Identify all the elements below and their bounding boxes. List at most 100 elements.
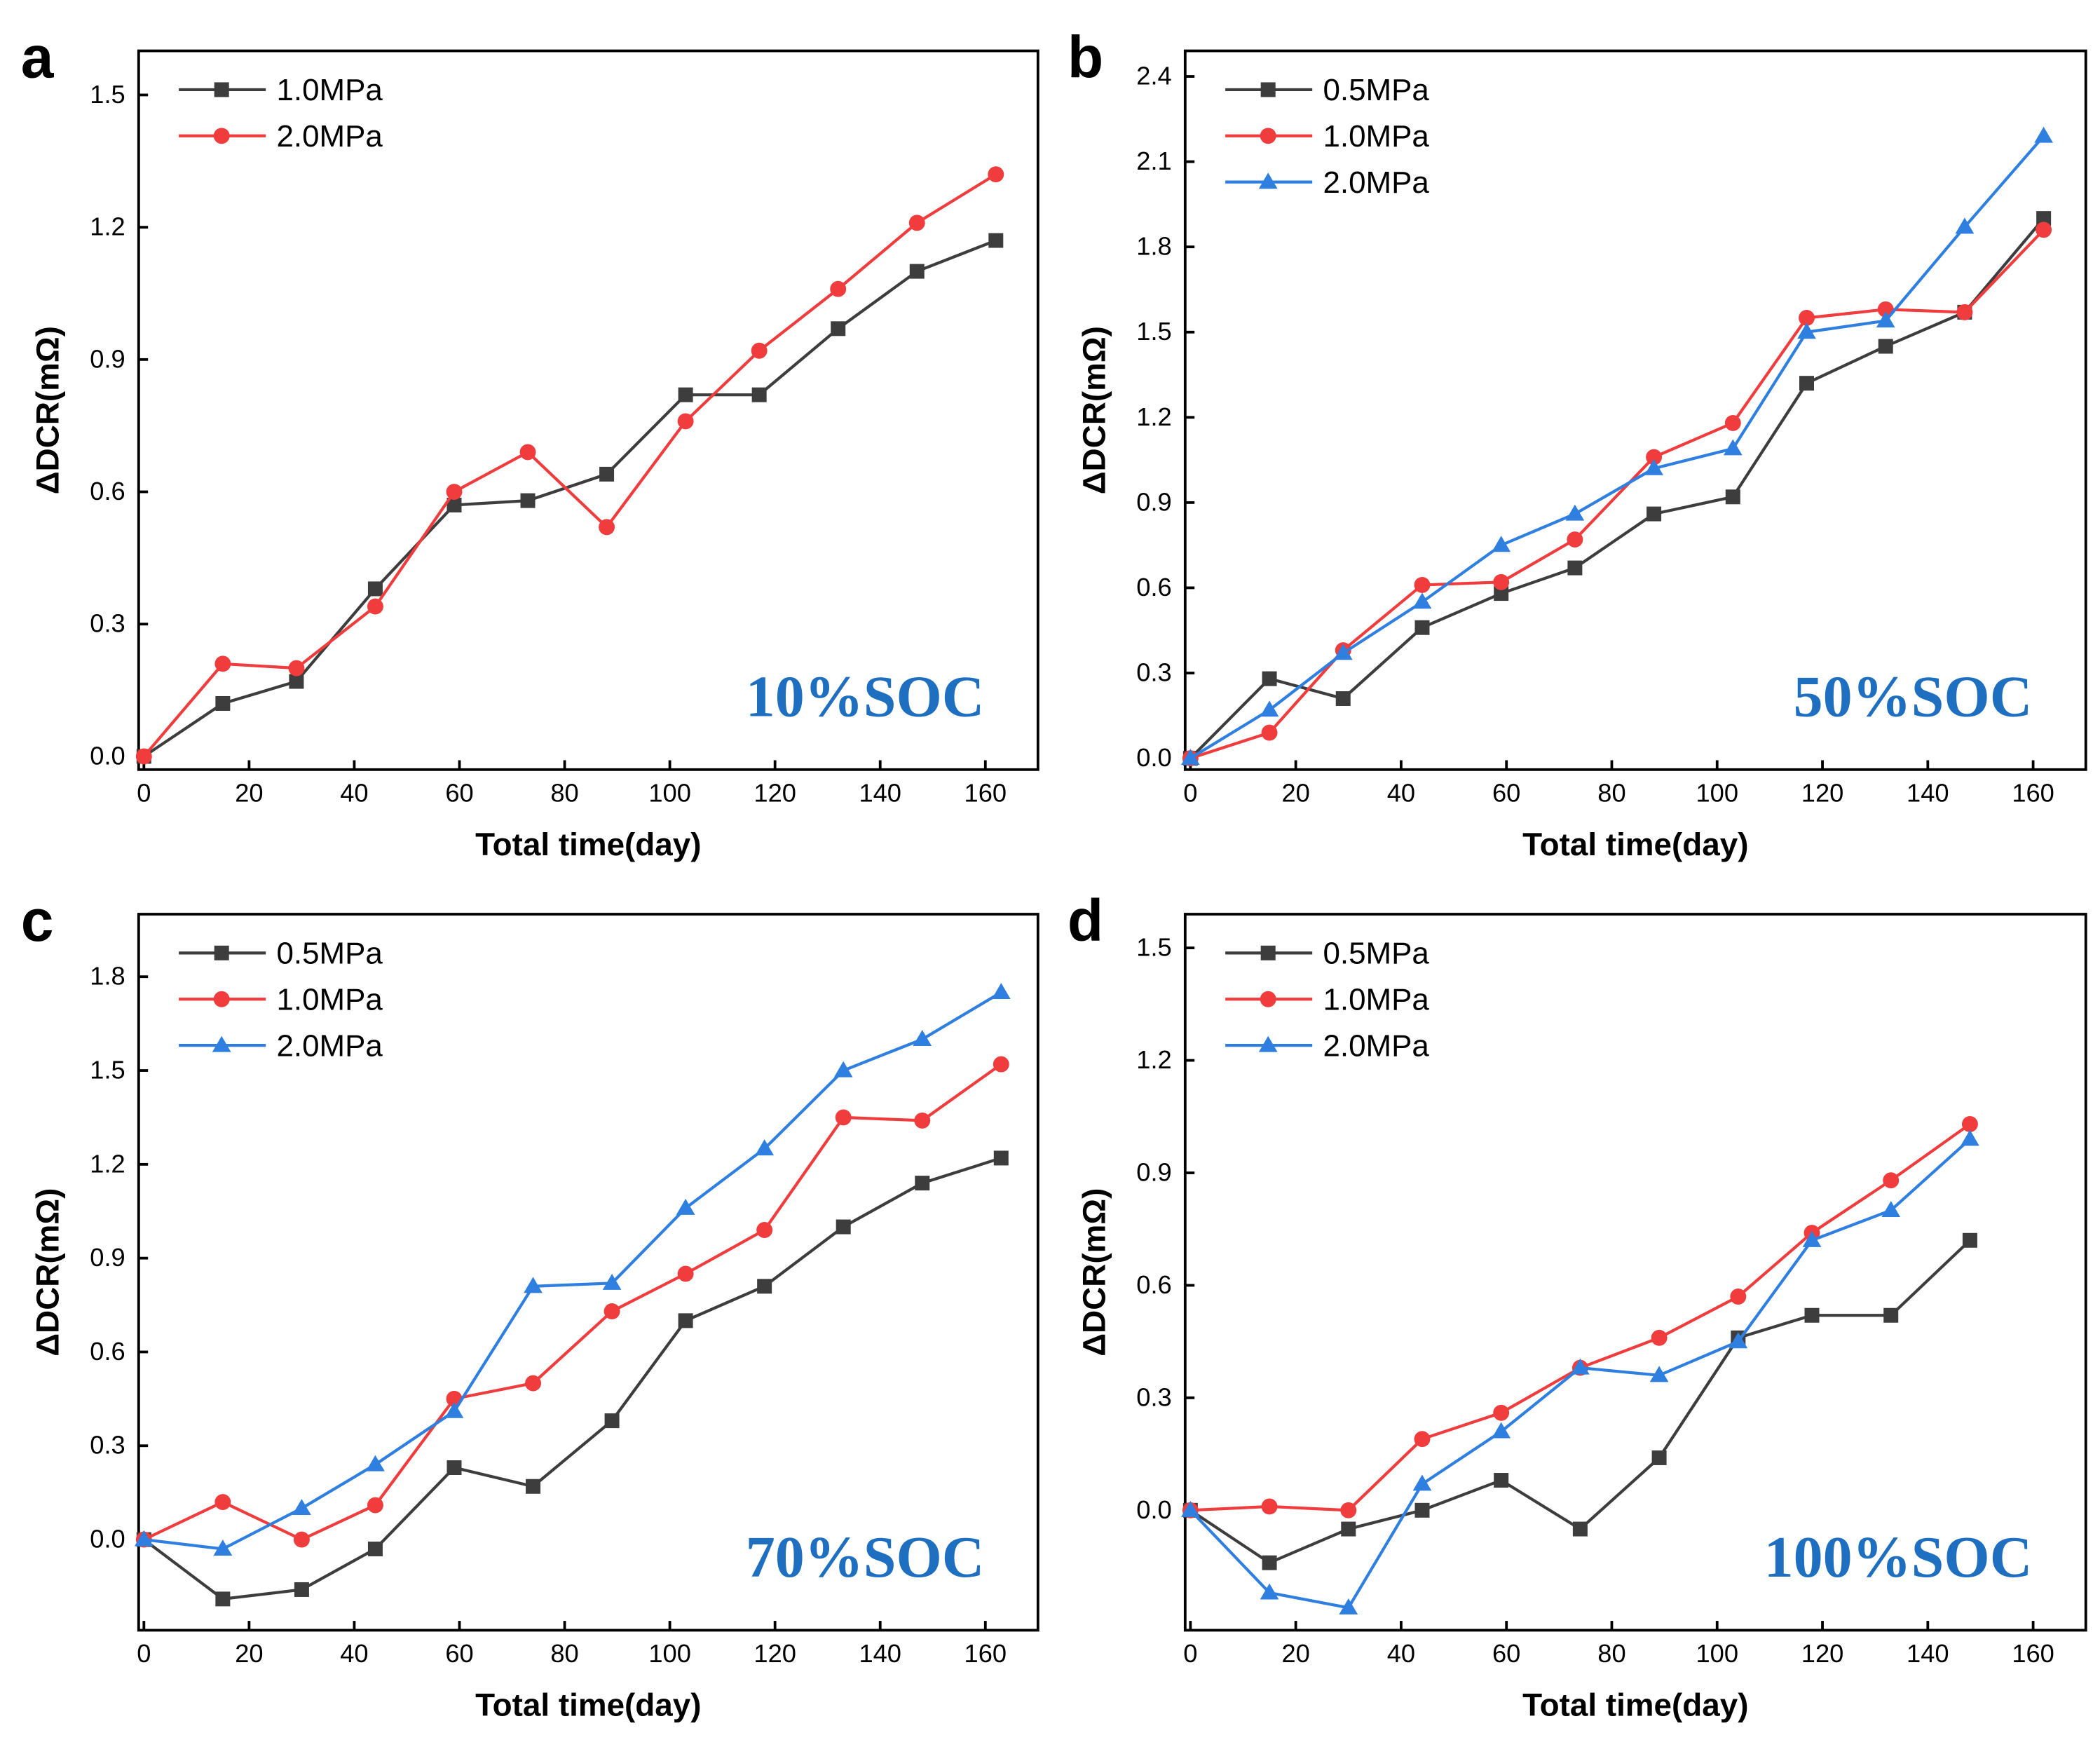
square-marker <box>751 387 767 402</box>
series-2.0MPa <box>1180 1129 1979 1615</box>
x-tick-label: 120 <box>754 1639 796 1668</box>
circle-marker <box>1961 1116 1978 1132</box>
square-marker <box>1804 1307 1820 1323</box>
series-0.5MPa <box>1182 1232 1977 1570</box>
triangle-marker <box>2034 126 2053 143</box>
circle-marker <box>1260 128 1276 144</box>
circle-marker <box>1340 1502 1357 1518</box>
circle-marker <box>599 519 615 536</box>
triangle-marker <box>1492 536 1511 552</box>
triangle-marker <box>1412 1474 1432 1491</box>
square-marker <box>520 493 536 508</box>
square-marker <box>1572 1521 1588 1537</box>
y-tick-label: 1.2 <box>1136 402 1171 431</box>
square-marker <box>289 674 304 689</box>
circle-marker <box>367 598 383 615</box>
legend-label: 0.5MPa <box>1323 73 1429 107</box>
triangle-marker <box>602 1273 622 1290</box>
circle-marker <box>1646 449 1663 465</box>
triangle-marker <box>676 1198 695 1215</box>
square-marker <box>1260 945 1276 960</box>
legend-label: 0.5MPa <box>276 937 383 971</box>
panel-a: 0 20 40 60 80 100 120 140 160 0.0 0.3 0.6 0.9 1.2 1.5 T… <box>21 25 1039 862</box>
triangle-marker <box>366 1455 385 1471</box>
square-marker <box>836 1219 851 1235</box>
y-tick-label: 1.5 <box>1136 933 1171 962</box>
y-tick-label: 0.3 <box>90 609 125 638</box>
series-1.0MPa <box>1182 1116 1978 1518</box>
x-tick-label: 80 <box>550 779 578 808</box>
circle-marker <box>1493 1404 1510 1421</box>
circle-marker <box>1414 1431 1431 1448</box>
square-marker <box>1962 1232 1977 1248</box>
plot-frame <box>1183 913 2087 1632</box>
legend-label: 1.0MPa <box>276 983 383 1017</box>
legend-label: 2.0MPa <box>276 119 383 154</box>
panel-label: d <box>1068 888 1103 953</box>
soc-annotation: 50%SOC <box>1794 664 2033 729</box>
x-axis-label: Total time(day) <box>1522 827 1748 862</box>
square-marker <box>526 1479 541 1494</box>
y-tick-label: 0.0 <box>1136 743 1171 772</box>
circle-marker <box>214 1494 231 1511</box>
y-tick-label: 0.3 <box>1136 658 1171 686</box>
circle-marker <box>993 1056 1009 1073</box>
x-tick-label: 0 <box>1183 779 1197 808</box>
circle-marker <box>446 484 463 500</box>
square-marker <box>1646 506 1662 522</box>
triangle-marker <box>913 1030 932 1046</box>
square-marker <box>1567 560 1583 576</box>
x-tick-label: 100 <box>1696 1639 1738 1668</box>
square-marker <box>1878 339 1893 354</box>
triangle-marker <box>444 1401 464 1418</box>
triangle-marker <box>1412 592 1432 609</box>
plot-frame <box>137 49 1039 771</box>
circle-marker <box>2036 222 2052 238</box>
triangle-marker <box>1571 1358 1590 1375</box>
soc-annotation: 100%SOC <box>1764 1525 2033 1590</box>
circle-marker <box>1799 310 1815 326</box>
triangle-marker <box>1955 217 1975 234</box>
triangle-marker <box>1260 1583 1279 1600</box>
x-tick-label: 20 <box>1281 779 1309 808</box>
circle-marker <box>830 280 847 297</box>
triangle-marker <box>1729 1332 1748 1349</box>
x-tick-label: 60 <box>445 779 473 808</box>
square-marker <box>215 1591 231 1607</box>
x-tick-label: 60 <box>1492 779 1520 808</box>
square-marker <box>1883 1307 1899 1323</box>
legend-label: 1.0MPa <box>276 73 383 107</box>
square-marker <box>599 466 615 482</box>
x-tick-label: 40 <box>1387 779 1415 808</box>
x-tick-label: 100 <box>648 1639 691 1668</box>
triangle-marker <box>1258 1035 1278 1052</box>
x-tick-label: 40 <box>340 1639 368 1668</box>
x-tick-label: 40 <box>340 779 368 808</box>
x-axis-label: Total time(day) <box>475 1687 701 1723</box>
circle-marker <box>1883 1172 1900 1189</box>
square-marker <box>1651 1450 1667 1465</box>
circle-marker <box>293 1531 310 1548</box>
y-tick-label: 0.9 <box>90 344 125 373</box>
x-tick-label: 60 <box>445 1639 473 1668</box>
series-line <box>1189 1239 1971 1565</box>
square-marker <box>1494 1473 1509 1488</box>
square-marker <box>215 695 231 711</box>
y-tick-label: 0.9 <box>1136 1157 1171 1186</box>
circle-marker <box>1567 531 1583 548</box>
circle-marker <box>288 660 305 677</box>
series-2.0MPa <box>134 983 1011 1556</box>
x-tick-label: 100 <box>648 779 691 808</box>
triangle-marker <box>1649 1366 1669 1382</box>
square-marker <box>1262 671 1277 686</box>
square-marker <box>1414 620 1430 635</box>
panel-b: 0 20 40 60 80 100 120 140 160 0.0 0.3 0.6 0.9 1.2 1.5 1… <box>1068 25 2087 862</box>
y-axis-label: ΔDCR(mΩ) <box>29 1188 65 1357</box>
triangle-marker <box>1723 439 1743 456</box>
triangle-marker <box>1492 1422 1511 1439</box>
series-line <box>1190 1122 1971 1512</box>
triangle-marker <box>212 1035 231 1052</box>
square-marker <box>1725 489 1740 505</box>
y-tick-label: 0.0 <box>90 1525 125 1554</box>
triangle-marker <box>991 983 1011 1000</box>
